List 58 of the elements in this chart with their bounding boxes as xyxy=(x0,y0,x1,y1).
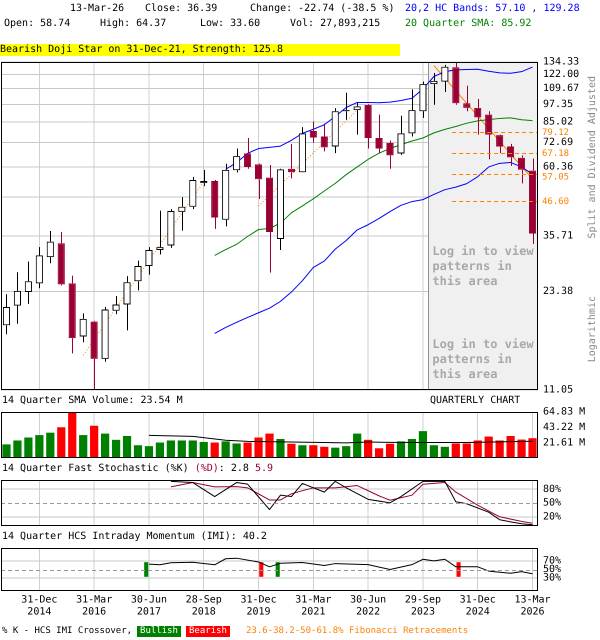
chart-title: Bearish Doji Star on 31-Dec-21, Strength: 125.8 xyxy=(0,44,400,56)
y-tick-label: 20% xyxy=(543,511,562,522)
x-tick-label: 31-Dec 2019 xyxy=(240,594,277,618)
series-label: (%K) xyxy=(164,463,190,474)
x-tick-label: 31-Mar 2016 xyxy=(76,594,112,618)
y-tick-label: 35.71 xyxy=(543,230,574,242)
y-tick-label: 43.22 M xyxy=(543,422,586,433)
chart-title: 14 Quarter HCS Intraday Momentum (IMI): 40.2 xyxy=(2,531,267,542)
ref-line-label: 67.18 xyxy=(542,148,570,159)
y-tick-label: 80% xyxy=(543,484,562,495)
x-tick-label: 30-Jun 2022 xyxy=(350,594,386,618)
chart-title: 14 Quarter SMA Volume: 23.54 M xyxy=(2,395,183,406)
band-label: Log in to view patterns in this area xyxy=(432,244,534,288)
y-tick-label: 64.83 M xyxy=(543,406,586,418)
x-tick-label: 31-Dec 2014 xyxy=(21,594,58,618)
y-tick-label: 50% xyxy=(543,498,562,509)
x-tick-label: 30-Jun 2017 xyxy=(130,594,168,618)
x-tick-label: 13-Mar 2026 xyxy=(514,594,551,618)
y-tick-label: 21.61 M xyxy=(543,437,586,448)
y-tick-label: 134.33 xyxy=(543,56,580,68)
ref-line-label: 46.60 xyxy=(542,196,570,207)
text: Low: 33.60 xyxy=(200,18,260,29)
y-tick-label: 109.67 xyxy=(543,83,580,94)
y-tick-label: 60.36 xyxy=(543,162,574,173)
series-label: (%D) xyxy=(194,463,219,474)
text: 13-Mar-26 xyxy=(70,3,124,14)
text: Bullish xyxy=(137,626,181,637)
text: Change: -22.74 (-38.5 %) xyxy=(250,3,394,14)
annotation: Log in to view patterns in this area xyxy=(432,337,534,382)
text: Logarithmic xyxy=(587,296,598,362)
text: 20,2 HC Bands: 57.10 , 129.28 xyxy=(405,3,580,14)
text: QUARTERLY CHART xyxy=(430,395,520,406)
text: 5.9 xyxy=(254,463,274,474)
text: Close: 36.39 xyxy=(145,3,218,14)
text: Vol: 27,893,215 xyxy=(290,18,380,29)
legend-title: % K - HCS IMI Crossover, xyxy=(2,626,132,637)
text: 23.6-38.2-50-61.8% Fibonacci Retracements xyxy=(246,626,468,637)
y-tick-label: 23.38 xyxy=(543,286,574,298)
y-tick-label: 30% xyxy=(543,572,562,584)
x-tick-label: 31-Mar 2021 xyxy=(295,594,332,618)
text: High: 64.37 xyxy=(100,18,166,29)
x-tick-label: 29-Sep 2023 xyxy=(404,594,441,618)
y-tick-label: 85.02 xyxy=(543,116,574,128)
text: 20 Quarter SMA: 85.92 xyxy=(405,18,532,29)
text: Bearish xyxy=(186,626,230,637)
y-tick-label: 72.69 xyxy=(543,137,574,148)
text: : xyxy=(218,463,225,474)
chart-title: 14 Quarter Fast Stochastic xyxy=(2,463,159,474)
text: Open: 58.74 xyxy=(4,18,70,29)
y-tick-label: 122.00 xyxy=(543,69,580,80)
text: 2.8 xyxy=(230,463,249,474)
y-tick-label: 11.05 xyxy=(543,384,574,396)
x-tick-label: 28-Sep 2018 xyxy=(186,594,222,618)
ref-line-label: 57.05 xyxy=(542,172,570,182)
ref-line-label: 79.12 xyxy=(542,128,570,138)
y-tick-label: 97.35 xyxy=(543,98,574,110)
x-tick-label: 31-Dec 2024 xyxy=(460,594,496,618)
y-axis-title: Split and Dividend Adjusted xyxy=(587,76,598,239)
